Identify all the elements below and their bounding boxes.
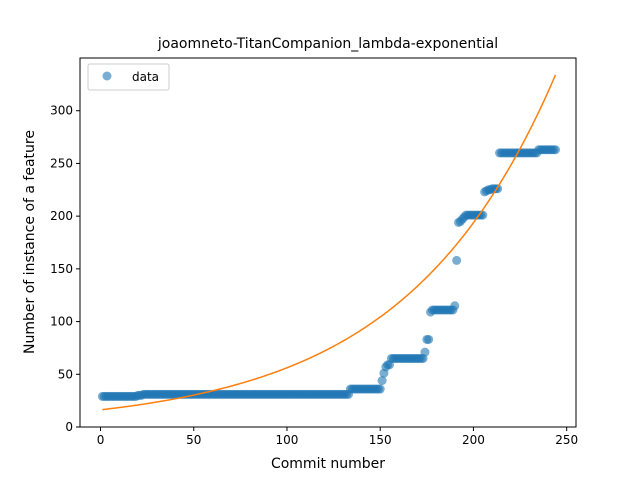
y-tick-label: 300 <box>50 104 73 118</box>
data-point <box>452 255 462 265</box>
legend: data <box>87 63 170 91</box>
data-point <box>450 301 460 311</box>
data-point <box>377 376 387 386</box>
x-tick-label: 150 <box>369 433 392 447</box>
x-axis-label: Commit number <box>271 456 385 472</box>
plot-area <box>97 74 560 411</box>
data-point <box>424 334 434 344</box>
x-tick-label: 100 <box>276 433 299 447</box>
data-point <box>420 347 430 357</box>
axis-ticks: 0 50 100 150 200 250 0 50 100 150 200 250 300 <box>50 104 578 447</box>
y-tick-label: 250 <box>50 156 73 170</box>
x-tick-label: 0 <box>97 433 105 447</box>
y-tick-label: 150 <box>50 262 73 276</box>
legend-marker-data <box>102 71 112 81</box>
legend-label-data: data <box>132 70 159 84</box>
y-tick-label: 200 <box>50 209 73 223</box>
x-tick-label: 200 <box>462 433 485 447</box>
y-axis-label: Number of instance of a feature <box>22 130 38 354</box>
x-tick-label: 50 <box>186 433 201 447</box>
fit-curve <box>102 74 557 411</box>
y-tick-label: 0 <box>65 420 73 434</box>
legend-box <box>87 63 170 91</box>
x-tick-label: 250 <box>555 433 578 447</box>
data-point <box>550 145 560 155</box>
y-tick-label: 100 <box>50 315 73 329</box>
y-tick-label: 50 <box>58 367 73 381</box>
axes-frame <box>79 57 577 428</box>
data-point <box>375 384 385 394</box>
chart-title: joaomneto-TitanCompanion_lambda-exponent… <box>157 36 498 52</box>
